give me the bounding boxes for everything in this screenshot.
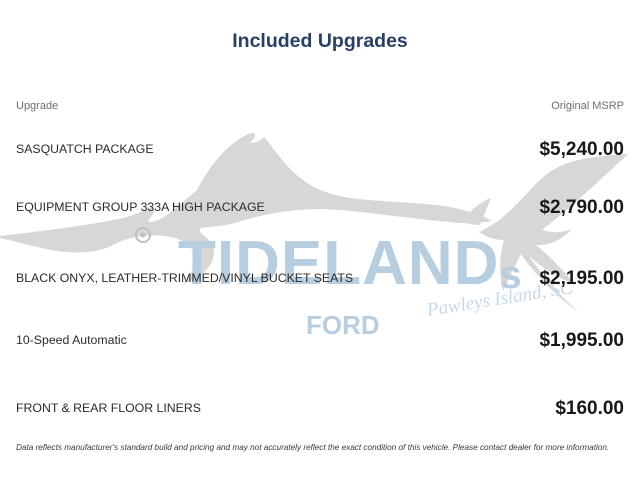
svg-text:TIDELANDs: TIDELANDs: [178, 229, 523, 298]
svg-text:FORD: FORD: [306, 310, 380, 340]
